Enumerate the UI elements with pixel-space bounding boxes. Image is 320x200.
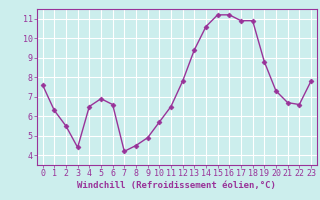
X-axis label: Windchill (Refroidissement éolien,°C): Windchill (Refroidissement éolien,°C) — [77, 181, 276, 190]
